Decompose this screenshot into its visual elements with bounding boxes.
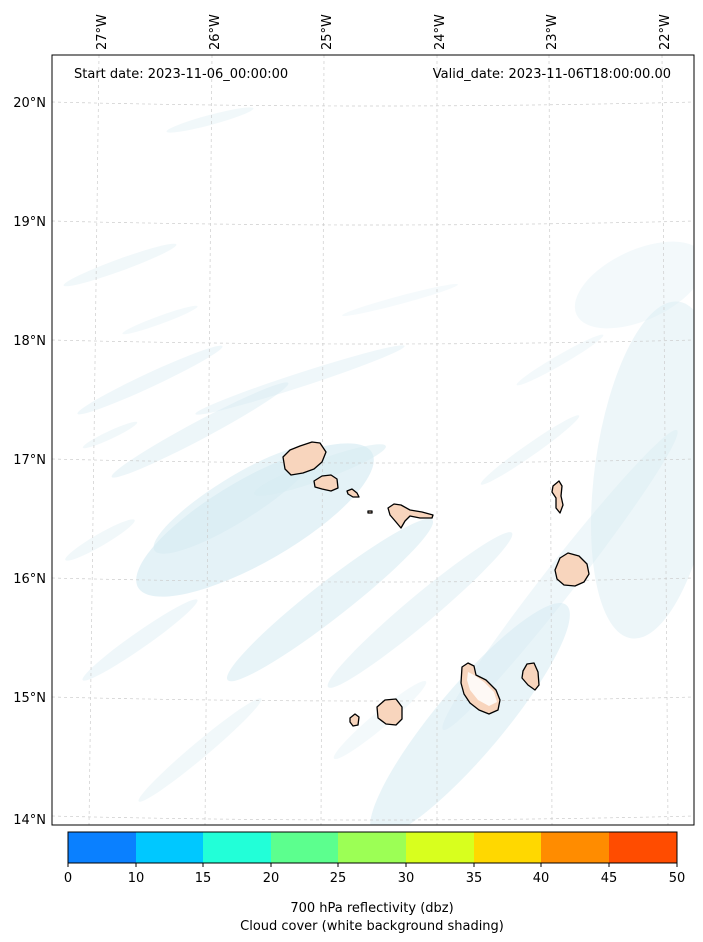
colorbar-tick: 35 <box>466 871 483 886</box>
colorbar-tick: 25 <box>330 871 347 886</box>
gridlines <box>52 55 694 825</box>
colorbar-tick: 45 <box>601 871 618 886</box>
colorbar-tick: 30 <box>398 871 415 886</box>
colorbar-label-line1: 700 hPa reflectivity (dbz) <box>290 901 453 916</box>
colorbar-tick: 15 <box>195 871 212 886</box>
longitude-labels: 27°W 26°W 25°W 24°W 23°W 22°W <box>95 14 673 50</box>
lat-label: 18°N <box>13 334 46 349</box>
santiago-interior-shade <box>467 672 497 706</box>
island-boa-vista <box>554 552 590 587</box>
lon-label: 23°W <box>545 14 560 50</box>
island-santo-antao <box>282 441 327 476</box>
lat-label: 19°N <box>13 215 46 230</box>
colorbar-tick: 50 <box>669 871 686 886</box>
latitude-labels: 20°N 19°N 18°N 17°N 16°N 15°N 14°N <box>13 96 46 828</box>
island-branco <box>367 510 373 514</box>
colorbar-segment <box>271 832 338 863</box>
colorbar-tick: 0 <box>64 871 72 886</box>
lon-label: 27°W <box>95 14 110 50</box>
lat-label: 15°N <box>13 691 46 706</box>
island-sal <box>551 480 564 514</box>
island-fogo <box>376 698 403 726</box>
island-sao-nicolau <box>387 503 434 529</box>
colorbar-segment <box>406 832 474 863</box>
lat-label: 14°N <box>13 813 46 828</box>
start-date-label: Start date: 2023-11-06_00:00:00 <box>74 67 288 82</box>
lon-label: 22°W <box>658 14 673 50</box>
colorbar-tick: 40 <box>533 871 550 886</box>
lat-label: 20°N <box>13 96 46 111</box>
valid-date-label: Valid_date: 2023-11-06T18:00:00.00 <box>433 67 671 82</box>
colorbar-frame <box>67 831 678 864</box>
island-maio <box>521 662 540 691</box>
colorbar-tick: 20 <box>263 871 280 886</box>
colorbar-tick: 10 <box>128 871 145 886</box>
lon-label: 26°W <box>208 14 223 50</box>
colorbar-segment <box>541 832 609 863</box>
island-sao-vicente <box>313 474 339 492</box>
map-frame <box>51 54 695 826</box>
colorbar-segment <box>203 832 271 863</box>
colorbar-segment <box>474 832 541 863</box>
lat-label: 17°N <box>13 453 46 468</box>
lon-label: 25°W <box>320 14 335 50</box>
colorbar-segment <box>338 832 406 863</box>
map-background <box>52 55 694 825</box>
lon-label: 24°W <box>433 14 448 50</box>
colorbar-segment <box>68 832 136 863</box>
colorbar: 0 10 15 20 25 30 35 40 45 50 700 hPa ref… <box>64 831 686 934</box>
colorbar-segment <box>609 832 677 863</box>
colorbar-segment <box>136 832 203 863</box>
island-brava <box>349 713 360 727</box>
lat-label: 16°N <box>13 572 46 587</box>
island-santa-luzia <box>346 488 360 498</box>
colorbar-label-line2: Cloud cover (white background shading) <box>240 919 504 934</box>
